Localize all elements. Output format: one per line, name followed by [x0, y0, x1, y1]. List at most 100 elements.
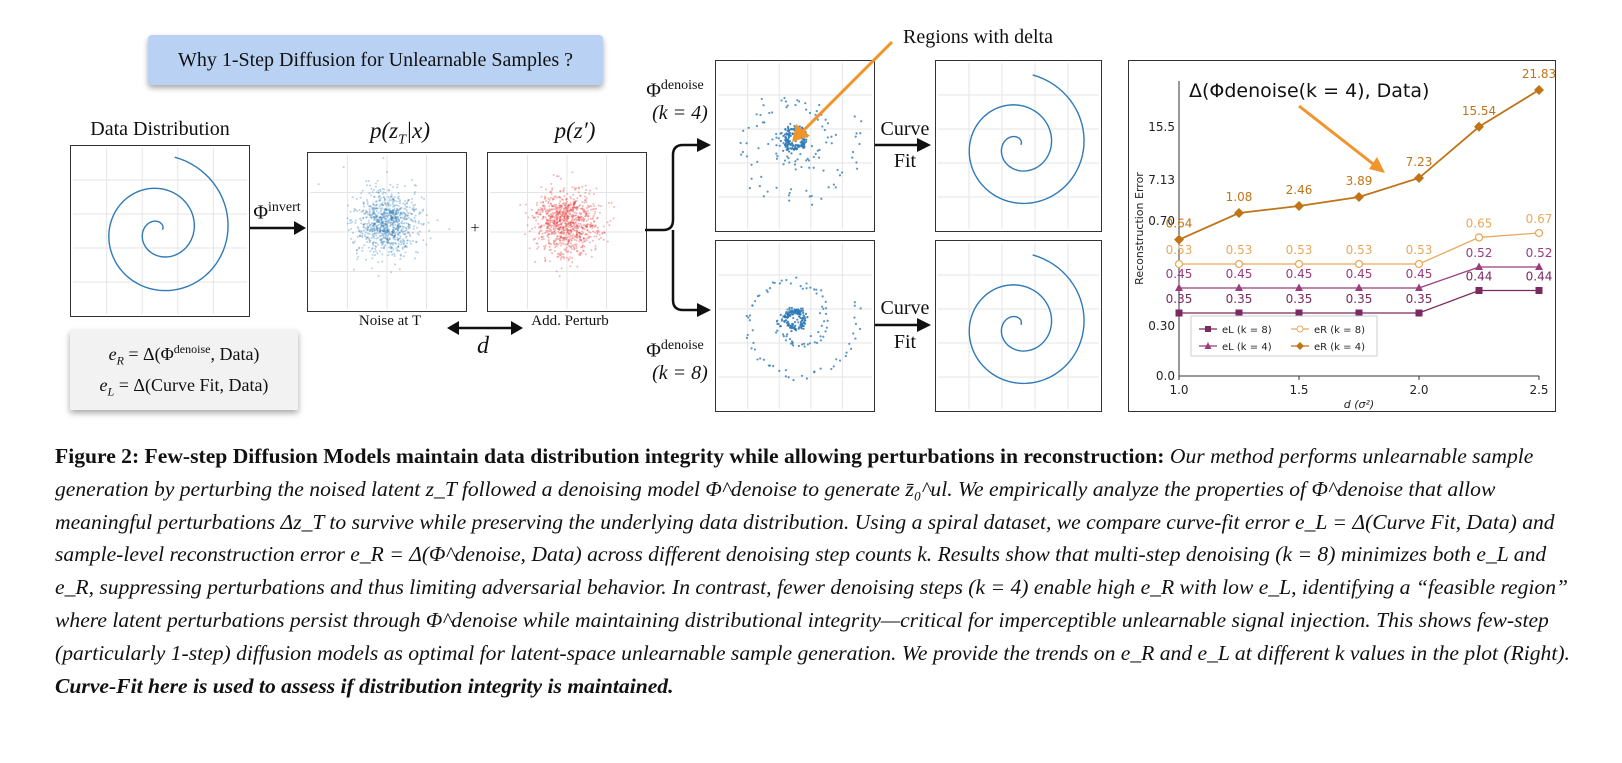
data-label: 7.23	[1406, 155, 1433, 169]
spiral-curve	[968, 254, 1085, 385]
curve-fit-bottom-arrow	[875, 318, 931, 332]
legend-entry: eR (k = 8)	[1314, 325, 1365, 336]
y-tick-label: 7.13	[1148, 173, 1175, 187]
curve-fit-k8-plot	[935, 240, 1102, 412]
data-label: 0.35	[1346, 292, 1373, 306]
data-point	[1175, 283, 1183, 291]
noise-scatter	[310, 155, 464, 309]
spiral-curve	[968, 74, 1085, 205]
caption-title: Figure 2: Few-step Diffusion Models main…	[55, 444, 1165, 468]
data-label: 0.53	[1166, 243, 1193, 257]
data-label: 0.53	[1346, 243, 1373, 257]
data-distribution-plot	[70, 145, 250, 317]
banner-text: Why 1-Step Diffusion for Unlearnable Sam…	[177, 48, 574, 71]
noise-at-t-label: Noise at T	[358, 313, 422, 329]
perturb-scatter	[490, 155, 644, 309]
data-point	[1235, 283, 1243, 291]
data-label: 0.67	[1526, 212, 1553, 226]
data-label: 0.45	[1346, 267, 1373, 281]
data-label: 0.53	[1226, 243, 1253, 257]
error-definitions-box: eR = Δ(Φdenoise, Data) eL = Δ(Curve Fit,…	[70, 330, 298, 410]
data-label: 0.53	[1286, 243, 1313, 257]
y-axis-label: Reconstruction Error	[1133, 172, 1146, 285]
data-point	[1475, 287, 1483, 294]
data-label: 0.44	[1466, 270, 1493, 284]
regions-arrow	[792, 40, 894, 142]
curve-fit-bottom-label-2: Fit	[893, 331, 917, 353]
curve-fit-bottom-label-1: Curve	[880, 297, 930, 319]
data-point	[1354, 192, 1364, 202]
d-double-arrow	[447, 321, 523, 335]
figure-caption: Figure 2: Few-step Diffusion Models main…	[55, 440, 1570, 702]
data-point	[1534, 228, 1544, 238]
caption-conclusion: Curve-Fit here is used to assess if dist…	[55, 673, 674, 698]
data-label: 0.35	[1406, 292, 1433, 306]
curve-fit-k8-spiral	[938, 243, 1099, 409]
data-label: 0.45	[1226, 267, 1253, 281]
data-label: 0.35	[1286, 292, 1313, 306]
data-label: 0.64	[1166, 217, 1193, 231]
data-point	[1415, 283, 1423, 291]
data-label: 0.45	[1406, 267, 1433, 281]
data-point	[1474, 233, 1484, 242]
data-point	[1355, 309, 1363, 317]
data-point	[1474, 121, 1484, 132]
data-point	[1295, 309, 1303, 317]
curve-fit-top-arrow	[875, 138, 931, 152]
data-point	[1535, 287, 1543, 294]
caption-body: Our method performs unlearnable sample g…	[55, 444, 1570, 665]
p-zt-label: p(zT|x)	[369, 118, 431, 148]
data-label: 0.53	[1406, 243, 1433, 257]
curve-fit-top-label-1: Curve	[880, 118, 930, 140]
data-point	[1415, 309, 1423, 317]
data-label: 0.45	[1166, 267, 1193, 281]
y-tick-label: 0.70	[1148, 214, 1175, 228]
curve-fit-k4-plot	[935, 60, 1102, 232]
data-label: 0.35	[1226, 292, 1253, 306]
noise-plot	[307, 152, 467, 312]
k8-label: (k = 8)	[652, 362, 708, 384]
chart-title: Δ(Φdenoise(k = 4), Data)	[1189, 80, 1429, 102]
y-tick-label: 0.0	[1156, 369, 1175, 383]
data-point	[1475, 262, 1483, 270]
y-tick-label: 0.30	[1148, 319, 1175, 333]
data-label: 0.65	[1466, 216, 1493, 230]
data-point	[1294, 201, 1304, 211]
p-zprime-label: p(z′)	[554, 118, 596, 143]
x-tick-label: 1.5	[1289, 383, 1308, 397]
phi-denoise-k8-label: Φdenoise	[646, 338, 704, 362]
data-point	[1234, 208, 1244, 218]
data-label: 0.52	[1466, 246, 1493, 260]
split-arrows	[645, 138, 711, 317]
regions-with-delta-label: Regions with delta	[903, 26, 1053, 48]
figure-banner: Why 1-Step Diffusion for Unlearnable Sam…	[148, 35, 603, 85]
phi-denoise-k4-label: Φdenoise	[646, 78, 704, 102]
curve-fit-top-label-2: Fit	[893, 150, 917, 172]
spiral-plot	[73, 148, 247, 314]
x-tick-label: 2.5	[1529, 383, 1548, 397]
legend-entry: eL (k = 8)	[1222, 325, 1272, 336]
perturb-plot	[487, 152, 647, 312]
data-point	[1414, 173, 1424, 183]
data-point	[1534, 85, 1544, 95]
data-point	[1535, 262, 1543, 270]
data-point	[1175, 309, 1183, 317]
y-tick-label: 15.5	[1148, 120, 1175, 134]
phi-invert-label: Φinvert	[253, 200, 301, 224]
data-point	[1174, 259, 1184, 269]
x-tick-label: 1.0	[1169, 383, 1188, 397]
legend-entry: eR (k = 4)	[1314, 342, 1365, 353]
denoise-k8-scatter	[718, 243, 872, 409]
eR-definition: eR = Δ(Φdenoise, Data)	[108, 342, 260, 368]
x-axis-label: d (σ²)	[1344, 398, 1374, 411]
denoise-k4-plot	[715, 60, 875, 232]
spiral-curve	[108, 156, 229, 292]
denoise-k8-plot	[715, 240, 875, 412]
curve-fit-k4-spiral	[938, 63, 1099, 229]
data-label: 2.46	[1286, 183, 1313, 197]
data-point	[1354, 259, 1364, 269]
data-label: 15.54	[1462, 104, 1496, 118]
x-tick-label: 2.0	[1409, 383, 1428, 397]
invert-arrow	[250, 221, 306, 235]
reconstruction-error-chart: 1.0 1.5 2.0 2.5 0.0 0.30 0.70 7.13 15.5 Reconstru…	[1128, 60, 1556, 412]
